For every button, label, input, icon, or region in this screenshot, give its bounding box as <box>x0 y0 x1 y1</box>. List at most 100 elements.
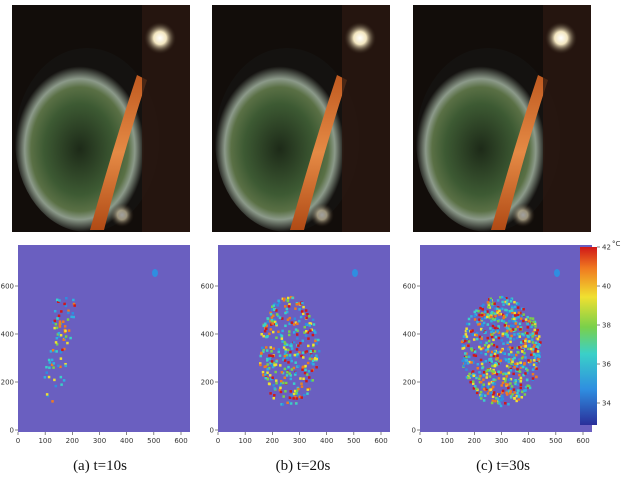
speck <box>262 348 265 352</box>
speck <box>521 332 524 336</box>
speck <box>505 326 509 330</box>
speck <box>527 386 530 389</box>
speck <box>484 348 488 352</box>
speck <box>56 317 59 320</box>
speck <box>497 401 500 405</box>
speck <box>477 309 480 313</box>
speck <box>296 352 299 356</box>
speck <box>480 323 484 326</box>
speck <box>513 300 516 304</box>
y-tick-label: 200 <box>1 379 14 387</box>
speck <box>470 330 473 333</box>
speck <box>269 311 272 315</box>
speck <box>284 381 288 385</box>
speck <box>285 353 288 357</box>
speck <box>509 300 513 303</box>
colorbar-tick-label: 40 <box>602 283 611 291</box>
speck <box>299 377 302 380</box>
speck <box>298 351 301 354</box>
speck <box>512 315 515 318</box>
speck <box>493 302 496 305</box>
speck <box>527 359 530 362</box>
speck <box>297 393 300 396</box>
speck <box>501 381 505 384</box>
speck <box>535 367 538 370</box>
speck <box>280 381 283 385</box>
speck <box>259 363 262 367</box>
speck <box>500 295 504 299</box>
speck <box>466 362 470 365</box>
speck <box>501 391 504 394</box>
speck <box>522 319 525 323</box>
speck <box>492 393 495 397</box>
speck <box>509 387 512 391</box>
speck <box>483 394 487 397</box>
speck <box>490 305 494 308</box>
speck <box>49 350 53 353</box>
speck <box>60 310 63 313</box>
speck <box>475 337 479 341</box>
speck <box>465 368 468 371</box>
speck <box>304 309 308 312</box>
speck <box>487 345 490 349</box>
speck <box>479 380 483 384</box>
speck <box>469 374 473 378</box>
speck <box>258 362 262 365</box>
speck <box>290 343 293 346</box>
speck <box>471 359 474 363</box>
speck <box>262 373 265 377</box>
y-tick-label: 400 <box>1 331 14 339</box>
speck <box>72 315 75 319</box>
speck <box>463 362 467 365</box>
speck <box>503 324 507 327</box>
speck <box>311 349 315 352</box>
speck <box>495 372 499 376</box>
speck <box>471 329 474 332</box>
speck <box>537 335 541 338</box>
speck <box>498 313 501 316</box>
speck <box>497 362 500 366</box>
speck <box>520 350 524 353</box>
speck <box>53 326 56 330</box>
speck <box>290 368 294 371</box>
speck <box>298 308 301 311</box>
speck <box>481 346 485 350</box>
x-tick-label: 500 <box>549 437 562 445</box>
speck <box>472 354 476 357</box>
speck <box>532 320 535 324</box>
speck <box>524 356 527 359</box>
speck <box>272 361 276 365</box>
speck <box>516 313 519 317</box>
speck <box>501 347 504 351</box>
speck <box>272 308 276 311</box>
speck <box>512 379 516 383</box>
colorbar-tick-label: 42 <box>602 244 611 252</box>
speck <box>278 332 281 336</box>
speck <box>537 358 540 361</box>
speck <box>301 339 305 343</box>
speck <box>69 336 72 340</box>
speck <box>490 319 493 323</box>
speck <box>507 358 511 361</box>
speck <box>304 368 307 372</box>
speck <box>462 346 466 350</box>
speck <box>284 342 287 345</box>
heatmaps: 0 100 200 300 400 500 600 0 200 400 600 0 100 200 300 4… <box>1 245 592 445</box>
speck <box>519 326 523 329</box>
speck <box>50 363 54 366</box>
speck <box>478 345 481 349</box>
speck <box>535 345 539 348</box>
speck <box>290 347 294 350</box>
heatmap-area <box>218 245 390 432</box>
speck <box>266 378 270 381</box>
speck <box>287 333 291 337</box>
speck <box>508 346 512 349</box>
speck <box>491 381 495 385</box>
speck <box>518 322 522 325</box>
speck <box>273 302 276 306</box>
speck <box>486 310 489 313</box>
y-tick-label: 200 <box>403 379 416 387</box>
speck <box>497 377 501 380</box>
x-tick-label: 200 <box>266 437 279 445</box>
speck <box>527 384 531 388</box>
